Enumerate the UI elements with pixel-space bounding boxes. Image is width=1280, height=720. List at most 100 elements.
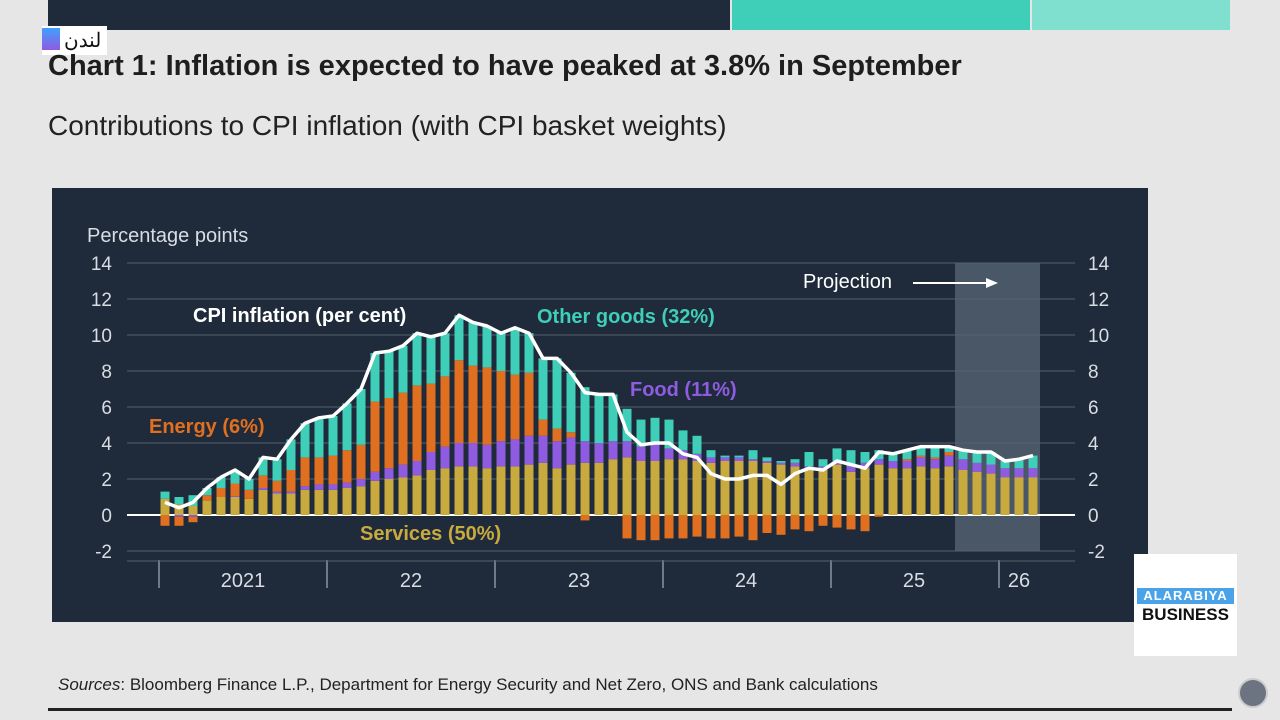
bar-services [1028,477,1038,515]
bar-energy [944,452,954,456]
bar-energy [216,488,226,497]
bar-energy [328,455,338,485]
bar-services [720,461,730,515]
bar-other [202,488,212,496]
bar-other [678,430,688,451]
series-label: Energy (6%) [149,416,265,438]
bar-food [762,461,772,463]
bar-food [846,466,856,472]
bar-other [468,322,478,366]
bar-food [258,488,268,490]
y-tick-right: -2 [1088,542,1105,563]
bar-energy [440,376,450,447]
bar-services [538,462,548,515]
bar-services [230,497,240,515]
bar-food [552,441,562,469]
bar-food [594,443,604,463]
x-tick-label: 26 [1008,570,1030,592]
bar-energy [160,515,170,526]
bar-services [412,475,422,515]
bar-other [244,479,254,490]
bar-food [580,441,590,463]
bar-food [482,444,492,469]
bar-other [272,459,282,481]
bar-energy [370,401,380,472]
bar-services [776,464,786,515]
bar-other [622,408,632,442]
bar-services [454,466,464,515]
y-tick-left: 14 [91,254,113,275]
bar-services [650,461,660,515]
y-tick-right: 8 [1088,362,1099,383]
bar-energy [426,383,436,452]
bar-food [706,457,716,463]
bar-food [608,441,618,460]
projection-arrow-icon [986,278,998,288]
bar-other [258,457,268,476]
bar-energy [188,516,198,523]
bar-other [552,358,562,429]
y-tick-left: 12 [91,290,112,311]
bar-food [916,457,926,467]
bar-services [440,468,450,515]
y-tick-left: 2 [101,470,112,491]
bar-energy [622,515,632,539]
bar-services [622,457,632,515]
bar-food [1028,468,1038,478]
y-tick-right: 6 [1088,398,1099,419]
bar-other [944,446,954,452]
bar-services [636,461,646,515]
bar-energy [734,515,744,537]
bar-food [342,482,352,488]
bar-food [314,484,324,490]
bar-other [230,470,240,484]
series-label: Other goods (32%) [537,306,715,328]
bar-food [622,441,632,458]
bar-other [1000,461,1010,469]
bar-other [286,439,296,470]
sources-note: Sources: Bloomberg Finance L.P., Departm… [58,675,878,695]
bar-services [174,504,184,515]
bar-energy [454,360,464,443]
bar-energy [678,515,688,539]
bar-food [412,461,422,476]
bar-food [454,443,464,467]
bar-other [846,450,856,467]
bar-other [580,387,590,442]
bar-energy [874,515,884,517]
bar-other [566,372,576,433]
y-tick-left: 10 [91,326,112,347]
chart-subtitle: Contributions to CPI inflation (with CPI… [48,110,727,141]
projection-label: Projection [803,271,892,293]
bar-services [496,466,506,515]
bar-other [748,450,758,460]
bar-other [160,491,170,499]
y-tick-right: 14 [1088,254,1110,275]
bar-food [538,435,548,463]
bar-services [734,461,744,515]
y-axis-label: Percentage points [87,225,248,247]
bar-services [566,464,576,515]
series-label: Food (11%) [630,379,737,401]
bar-energy [496,371,506,442]
bar-food [944,455,954,467]
bar-services [370,480,380,515]
bar-other [524,333,534,373]
bar-other [734,455,744,458]
bar-services [356,486,366,515]
bar-services [216,497,226,515]
bar-other [342,403,352,451]
bar-services [916,466,926,515]
bar-services [258,489,268,515]
bar-food [636,446,646,461]
bar-services [748,461,758,515]
bar-other [594,394,604,443]
cpi-line [164,313,1034,510]
bar-services [692,461,702,515]
bar-energy [566,432,576,438]
bar-energy [314,457,324,485]
bar-services [664,459,674,515]
bar-energy [384,398,394,469]
bar-food [398,464,408,478]
